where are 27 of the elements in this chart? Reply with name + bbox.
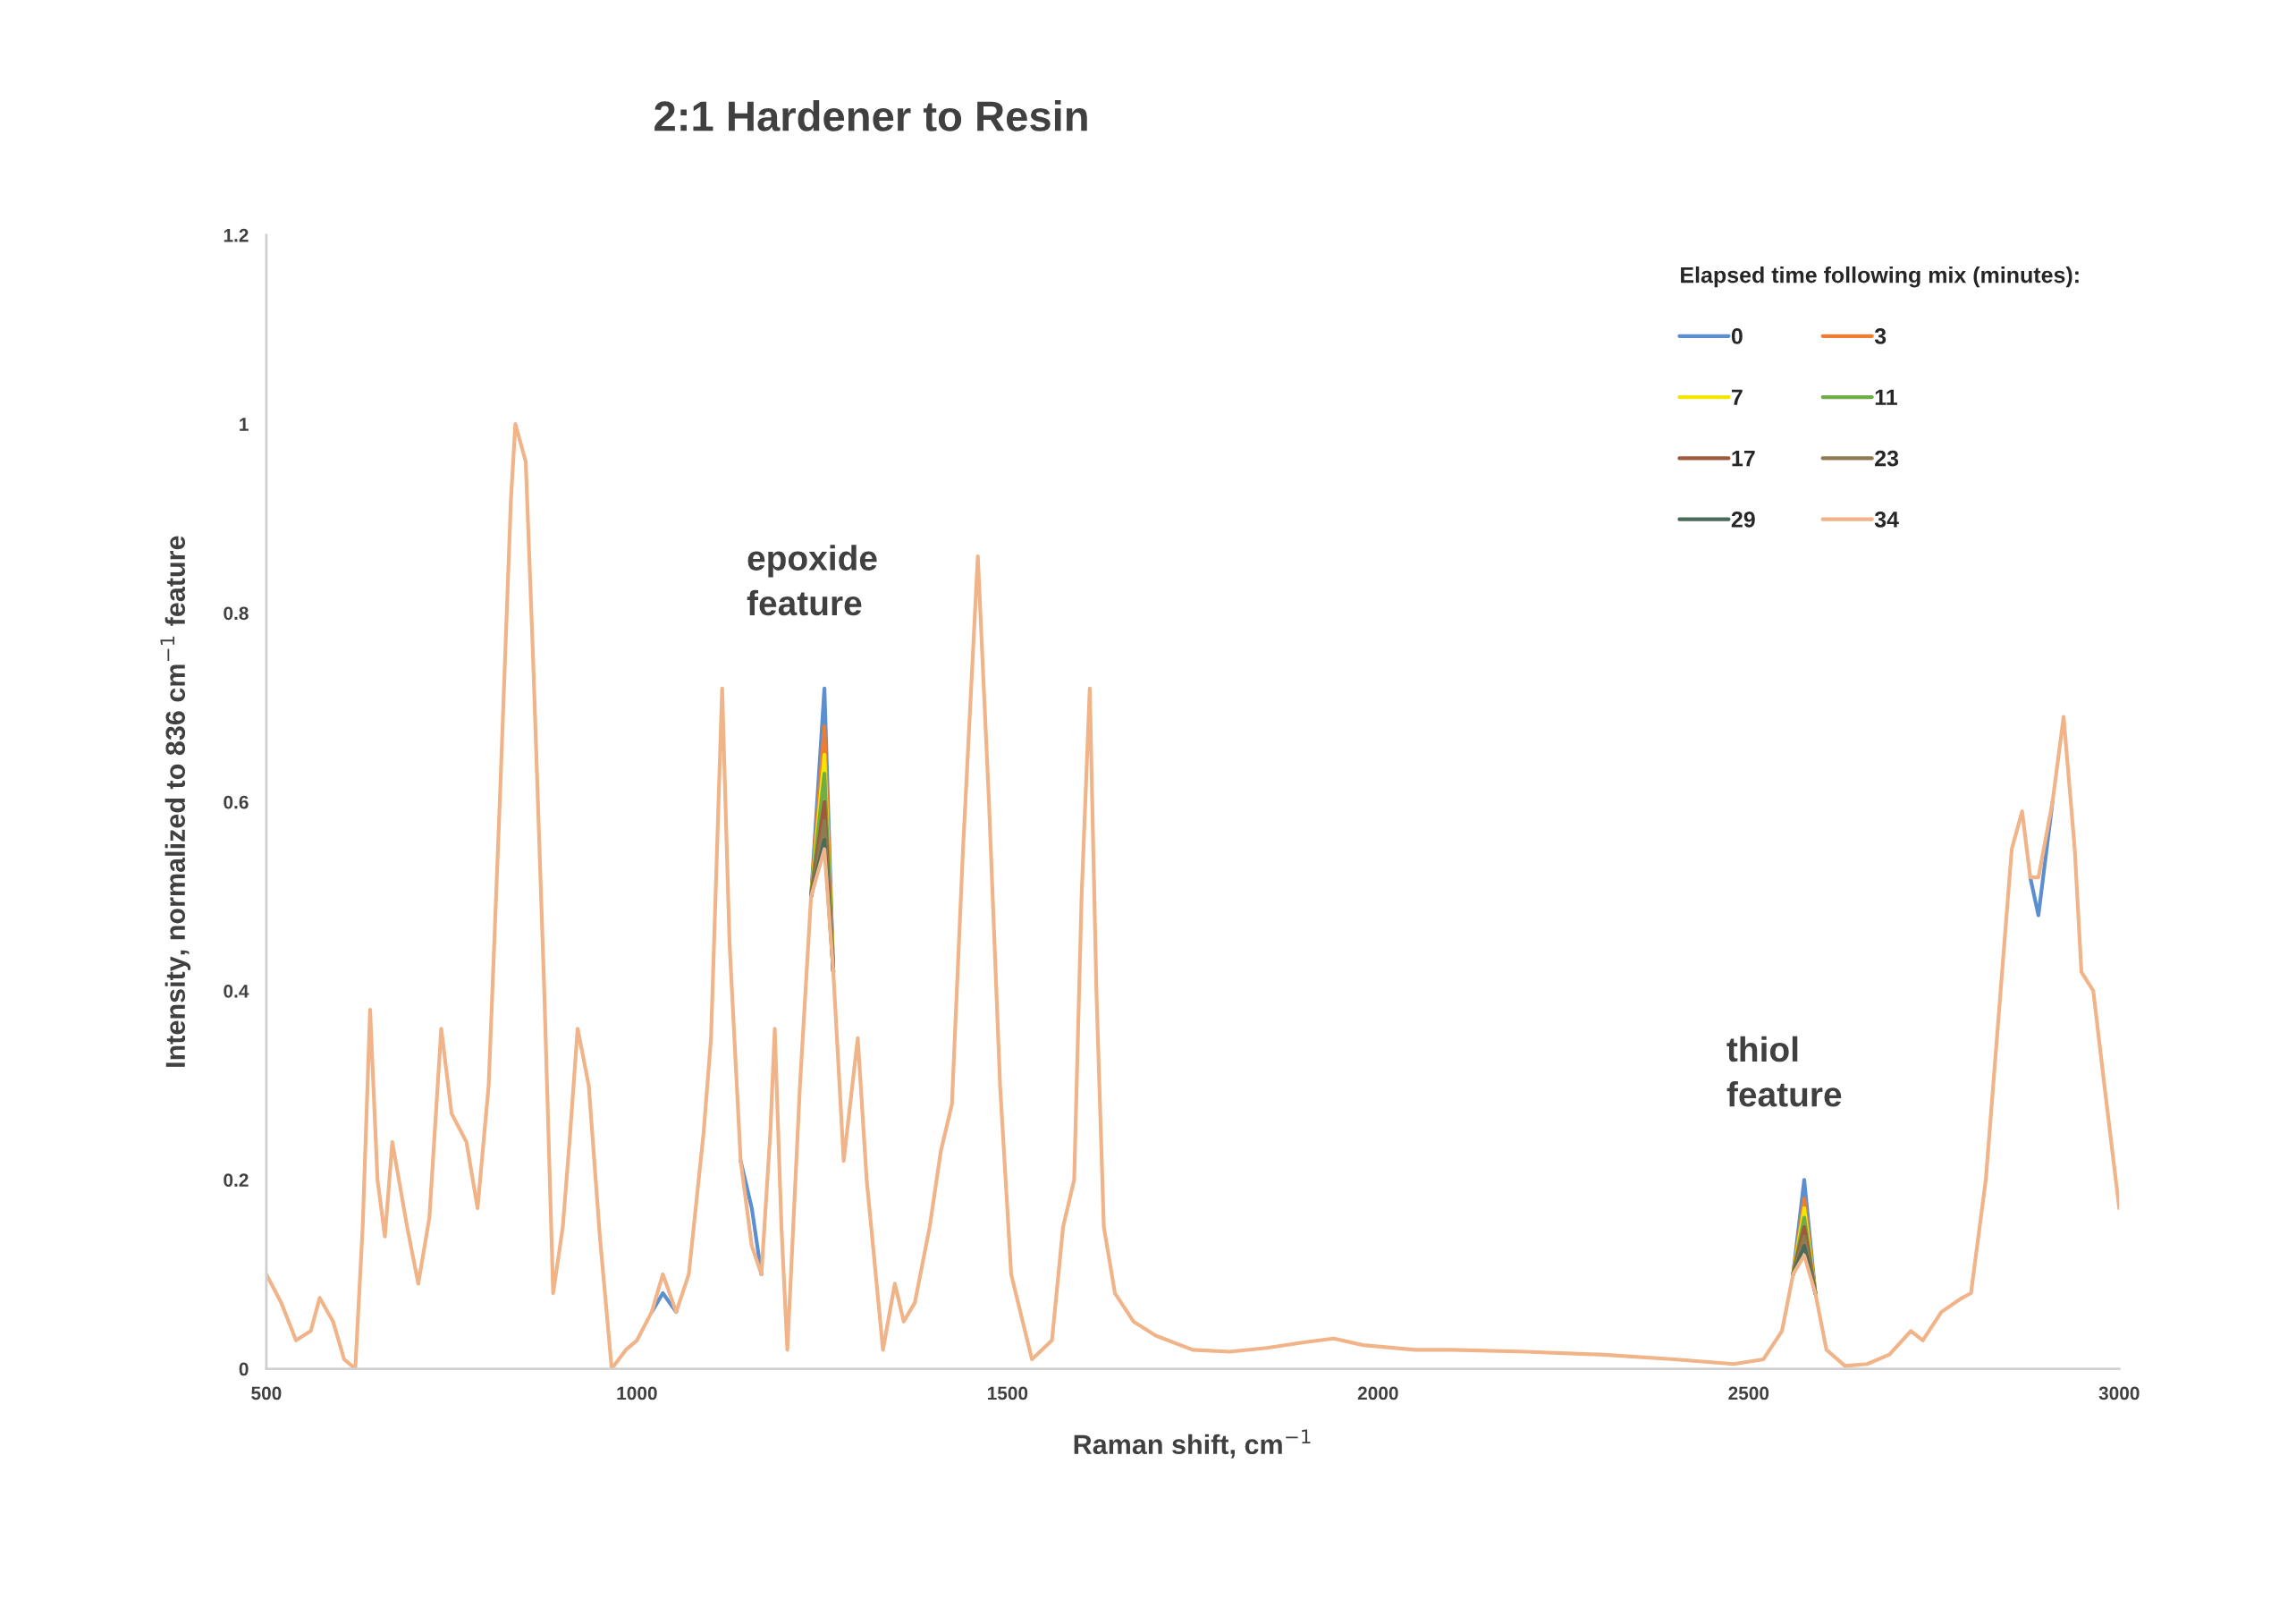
y-tick-label: 1 (240, 418, 249, 431)
x-tick-label: 2000 (1357, 1386, 1398, 1400)
legend-label: 29 (1731, 512, 1755, 528)
legend-label: 7 (1731, 389, 1743, 405)
legend-title: Elapsed time following mix (minutes): (1681, 266, 2079, 288)
legend-label: 17 (1732, 450, 1755, 467)
y-tick-label: 0.8 (224, 606, 249, 621)
legend-label: 23 (1875, 450, 1899, 467)
chart-title: 2:1 Hardener to Resin (654, 100, 1087, 131)
y-tick-label: 0.6 (224, 795, 249, 809)
y-tick-label: 1.2 (224, 228, 249, 242)
x-tick-label: 2500 (1728, 1386, 1769, 1400)
y-axis-title: Intensity, normalized to 836 cm$^{−1}$ feature (160, 536, 191, 1067)
x-tick-label: 3000 (2098, 1386, 2140, 1400)
legend-label: 3 (1874, 328, 1887, 344)
legend-label: 34 (1874, 512, 1899, 528)
x-tick-label: 1000 (617, 1386, 657, 1400)
y-tick-label: 0.2 (224, 1173, 249, 1187)
x-tick-label: 1500 (987, 1386, 1028, 1400)
legend-label: 11 (1875, 389, 1897, 405)
y-tick-label: 0.4 (224, 984, 249, 998)
x-tick-label: 500 (251, 1386, 282, 1400)
y-tick-label: 0 (239, 1362, 249, 1376)
annotation: thiol feature (1726, 1036, 1842, 1107)
x-axis-title: Raman shift, cm$^{−1}$ (1074, 1429, 1311, 1459)
annotation: epoxide feature (747, 545, 877, 616)
legend-label: 0 (1731, 328, 1743, 344)
